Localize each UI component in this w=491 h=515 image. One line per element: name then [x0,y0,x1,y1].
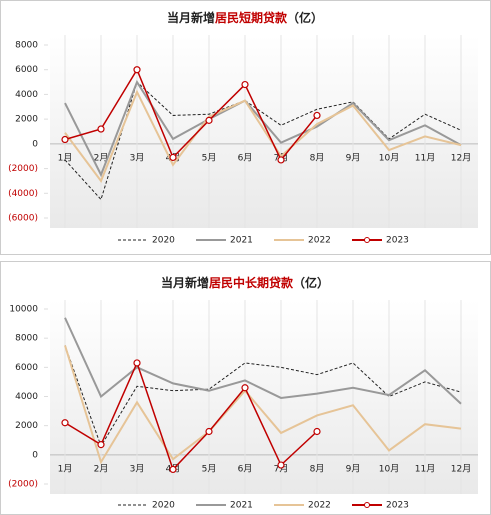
y-tick-label: 10000 [9,305,38,315]
y-tick-label: 0 [32,139,38,149]
point-marker [241,80,249,89]
y-tick-label: (2000) [8,480,38,490]
title-part: 居民中长期贷款 [209,275,294,290]
series-line [64,89,462,183]
x-tick-label: 6月 [238,463,253,474]
point-marker [241,384,249,392]
legend-label: 2023 [386,501,409,511]
x-tick-label: 3月 [130,152,145,163]
legend-marker [364,502,370,508]
legend-marker [364,237,370,243]
legend-label: 2022 [308,501,331,511]
x-tick-label: 12月 [451,152,471,163]
title-part: 当月新增 [161,275,209,290]
y-tick-label: (4000) [8,189,38,199]
x-tick-label: 3月 [130,463,145,474]
x-tick-label: 11月 [415,152,435,163]
x-tick-label: 2月 [94,152,109,163]
x-tick-label: 1月 [58,152,73,163]
series-line [64,345,462,465]
y-tick-label: (6000) [8,214,38,224]
y-tick-label: 8000 [15,41,38,51]
legend-label: 2023 [386,236,409,246]
y-tick-label: 6000 [15,65,38,75]
series-line [64,68,318,162]
y-tick-label: 4000 [15,392,38,402]
point-marker [277,156,285,164]
legend-label: 2020 [152,236,175,246]
y-tick-label: 8000 [15,334,38,344]
x-tick-label: 11月 [415,463,435,474]
x-tick-label: 12月 [451,463,471,474]
y-tick-label: 2000 [15,421,38,431]
title-part: 居民短期贷款 [215,10,288,25]
series-line [64,360,318,471]
x-tick-label: 9月 [346,463,361,474]
point-marker [97,441,105,449]
point-marker [205,427,213,436]
y-tick-label: 6000 [15,363,38,373]
point-marker [133,66,141,74]
point-marker [169,465,177,474]
point-marker [97,125,105,133]
x-tick-label: 9月 [346,152,361,163]
y-tick-label: (2000) [8,164,38,174]
title-part: （亿） [293,275,329,290]
point-marker [205,116,213,124]
point-marker [169,153,177,162]
chart-title: 当月新增居民中长期贷款（亿） [161,275,329,290]
legend-label: 2021 [230,236,253,246]
x-tick-label: 8月 [310,152,325,163]
point-marker [133,359,141,367]
point-marker [61,135,69,144]
chart-title: 当月新增居民短期贷款（亿） [167,10,323,25]
legend-label: 2022 [308,236,331,246]
x-tick-label: 8月 [310,463,325,474]
series-line [64,81,462,201]
x-tick-label: 5月 [202,152,217,163]
y-tick-label: 4000 [15,90,38,100]
y-tick-label: 0 [32,450,38,460]
legend-label: 2021 [230,501,253,511]
legend-label: 2020 [152,501,175,511]
point-marker [313,427,321,436]
x-tick-label: 10月 [379,152,399,163]
x-tick-label: 10月 [379,463,399,474]
x-tick-label: 7月 [274,463,289,474]
point-marker [61,419,69,427]
series-line [64,317,462,405]
y-tick-label: 2000 [15,115,38,125]
x-tick-label: 6月 [238,152,253,163]
series-line [64,345,462,448]
x-tick-label: 2月 [94,463,109,474]
x-tick-label: 1月 [58,463,73,474]
title-part: （亿） [287,10,323,25]
x-tick-label: 5月 [202,463,217,474]
title-part: 当月新增 [167,10,215,25]
point-marker [277,461,285,469]
point-marker [313,111,321,120]
